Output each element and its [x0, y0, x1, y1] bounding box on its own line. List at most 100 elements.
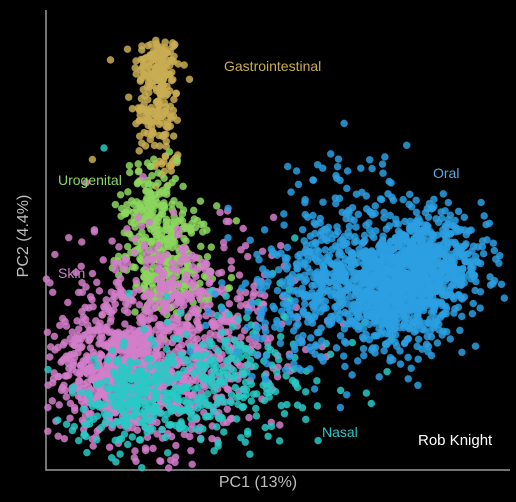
point — [228, 323, 237, 331]
point — [359, 324, 368, 333]
point — [233, 347, 241, 356]
point — [139, 172, 147, 181]
point — [173, 116, 182, 124]
point — [403, 247, 412, 256]
point — [162, 223, 171, 232]
point — [334, 155, 343, 163]
point — [249, 291, 257, 300]
point — [117, 291, 125, 299]
point — [111, 436, 120, 445]
point — [333, 162, 342, 171]
point — [383, 319, 392, 328]
point — [111, 200, 120, 209]
point — [134, 167, 143, 176]
point — [293, 264, 302, 273]
point — [352, 308, 361, 317]
point — [144, 288, 153, 296]
point — [114, 252, 123, 261]
point — [225, 310, 233, 319]
point — [365, 320, 374, 329]
point — [222, 292, 230, 301]
point — [108, 346, 117, 355]
point — [450, 309, 458, 317]
point — [132, 57, 140, 65]
point — [44, 365, 52, 374]
point — [124, 93, 133, 101]
point — [189, 206, 198, 215]
point — [54, 372, 63, 381]
point — [227, 257, 235, 265]
point — [195, 360, 204, 368]
point — [279, 210, 288, 218]
point — [76, 369, 84, 378]
point — [294, 320, 302, 328]
point — [159, 112, 167, 120]
point — [217, 278, 226, 287]
point — [89, 442, 97, 450]
point — [150, 387, 159, 396]
point — [340, 269, 349, 278]
point — [341, 362, 349, 371]
point — [375, 373, 384, 381]
point — [341, 308, 349, 317]
point — [125, 399, 133, 407]
point — [121, 420, 129, 429]
point — [337, 297, 345, 306]
point — [388, 356, 397, 364]
point — [206, 300, 214, 309]
point — [326, 350, 335, 359]
point — [171, 453, 180, 462]
point — [220, 378, 228, 386]
point — [289, 326, 298, 335]
point — [458, 272, 466, 281]
point — [294, 252, 302, 260]
point — [405, 200, 414, 209]
point — [176, 259, 184, 268]
point — [58, 314, 67, 323]
point — [379, 169, 387, 177]
point — [495, 259, 503, 268]
point — [169, 208, 178, 217]
point — [161, 102, 170, 111]
point — [153, 97, 162, 106]
point — [299, 306, 308, 315]
point — [391, 309, 399, 317]
point — [235, 271, 244, 279]
point — [135, 132, 144, 140]
point — [257, 335, 266, 343]
point — [460, 213, 469, 222]
point — [380, 346, 388, 355]
point — [302, 246, 310, 254]
point — [223, 405, 232, 414]
point — [390, 268, 399, 277]
point — [477, 198, 485, 207]
point — [348, 317, 357, 326]
point — [309, 176, 317, 184]
point — [205, 376, 214, 385]
point — [273, 286, 282, 295]
point — [300, 277, 309, 286]
point — [149, 246, 157, 254]
point — [264, 278, 272, 287]
point — [342, 390, 351, 399]
point — [114, 372, 123, 380]
point — [114, 260, 122, 268]
point — [174, 280, 183, 289]
point — [246, 236, 254, 244]
point — [216, 208, 224, 217]
point — [149, 118, 157, 127]
point — [145, 61, 153, 69]
point — [489, 239, 498, 247]
point — [185, 75, 194, 84]
point — [348, 371, 356, 379]
point — [387, 237, 395, 246]
point — [478, 237, 487, 245]
point — [367, 346, 376, 354]
point — [146, 162, 154, 171]
point — [83, 448, 91, 457]
point — [171, 334, 179, 343]
point — [405, 190, 414, 199]
point — [168, 374, 176, 383]
point — [158, 280, 167, 289]
point — [374, 269, 383, 277]
